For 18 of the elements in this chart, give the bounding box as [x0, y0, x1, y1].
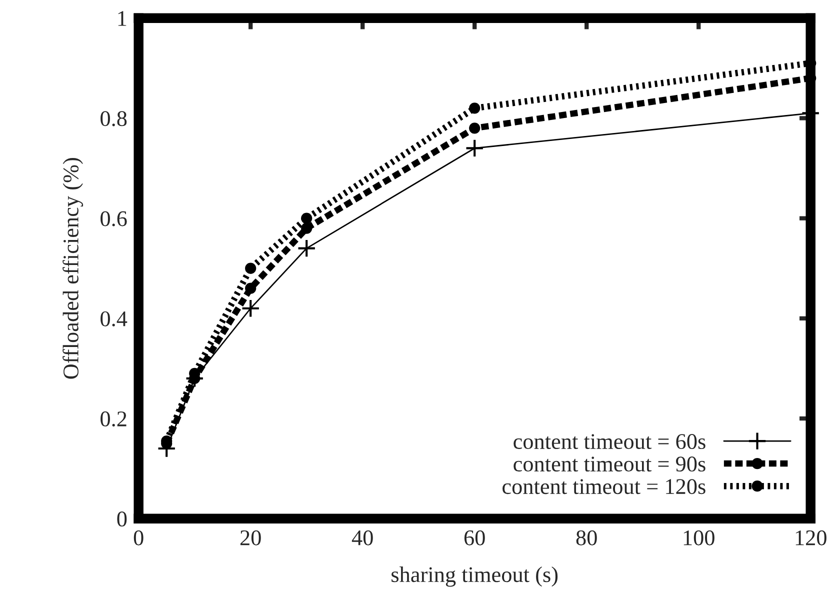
- y-tick-label: 0.6: [100, 211, 127, 226]
- x-tick-label: 60: [464, 530, 485, 546]
- y-tick-label: 1: [118, 11, 126, 26]
- x-tick-label: 0: [134, 530, 144, 546]
- legend-label: content timeout = 90s: [514, 456, 706, 472]
- legend-label: content timeout = 120s: [502, 479, 706, 494]
- x-tick-label: 80: [576, 530, 597, 546]
- x-tick-label: 20: [240, 530, 261, 546]
- y-tick-label: 0: [117, 512, 127, 527]
- x-tick-label: 40: [352, 530, 373, 546]
- y-tick-label: 0.2: [100, 411, 126, 427]
- legend-label: content timeout = 60s: [514, 434, 706, 450]
- y-axis-title: Offloaded efficiency (%): [62, 158, 84, 379]
- x-axis-title: sharing timeout (s): [392, 566, 558, 587]
- y-tick-label: 0.4: [100, 311, 128, 326]
- x-tick-label: 100: [684, 530, 714, 546]
- x-tick-label: 120: [796, 530, 826, 546]
- y-tick-label: 0.8: [100, 111, 127, 126]
